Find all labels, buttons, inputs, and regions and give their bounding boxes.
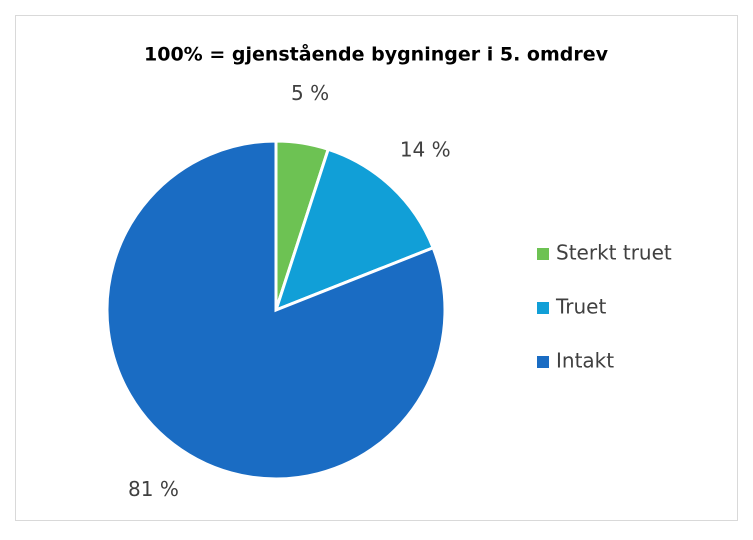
legend-swatch	[537, 302, 549, 314]
legend-swatch	[537, 356, 549, 368]
data-label: 14 %	[400, 138, 451, 162]
data-label: 5 %	[291, 81, 329, 105]
pie-slice	[273, 147, 436, 313]
chart-title: 100% = gjenstående bygninger i 5. omdrev	[144, 42, 609, 66]
legend-label: Sterkt truet	[556, 241, 672, 265]
legend-label: Truet	[555, 295, 606, 319]
legend-swatch	[537, 248, 549, 260]
legend-label: Intakt	[556, 349, 614, 373]
pie-slice	[105, 139, 447, 481]
data-label: 81 %	[128, 477, 179, 501]
